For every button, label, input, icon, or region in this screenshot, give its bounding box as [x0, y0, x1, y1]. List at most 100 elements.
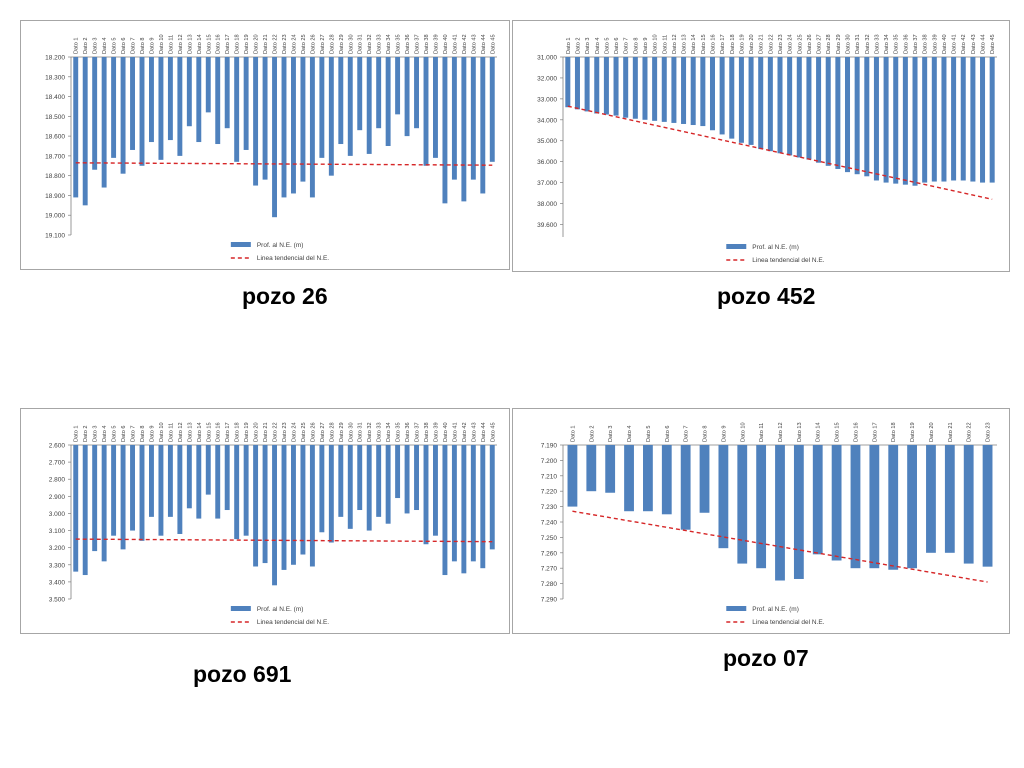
x-tick-label: Dato 30 [846, 34, 852, 54]
bar [980, 57, 986, 183]
bar [319, 57, 325, 158]
x-tick-label: Dato 24 [788, 34, 794, 54]
legend-label-series: Prof. al N.E. (m) [257, 242, 304, 249]
bar [624, 445, 634, 512]
x-tick-label: Dato 17 [872, 422, 878, 442]
bar [643, 445, 653, 512]
x-tick-label: Dato 26 [310, 422, 316, 442]
x-tick-label: Dato 24 [291, 34, 297, 54]
bar [366, 57, 372, 154]
x-tick-label: Dato 37 [913, 34, 919, 54]
bar [338, 57, 344, 145]
x-tick-label: Dato 4 [627, 426, 633, 442]
y-tick-label: 38.000 [537, 201, 557, 208]
bar [385, 445, 391, 524]
legend-swatch-bar [726, 244, 747, 249]
bar [652, 57, 658, 121]
y-tick-label: 7.270 [541, 566, 558, 573]
x-tick-label: Dato 15 [206, 34, 212, 54]
bar [951, 57, 957, 181]
x-tick-label: Dato 5 [112, 38, 118, 54]
x-tick-label: Dato 9 [149, 426, 155, 442]
chart-panel-pozo-07: 7.190 7.200 7.210 7.220 7.230 7.240 7.250 7.260… [512, 408, 1010, 634]
bar [73, 445, 79, 572]
bar [719, 57, 725, 135]
x-tick-label: Dato 17 [225, 422, 231, 442]
x-tick-label: Dato 29 [339, 422, 345, 442]
bar [309, 445, 315, 567]
bar [395, 57, 401, 115]
x-tick-label: Dato 13 [187, 422, 193, 442]
bar [480, 445, 486, 569]
bar [907, 445, 917, 569]
bar [120, 445, 126, 550]
bar [281, 445, 287, 570]
bar [737, 445, 748, 564]
bar [869, 445, 880, 569]
bar [873, 57, 879, 181]
bar [922, 57, 928, 183]
bar [718, 445, 729, 549]
x-tick-label: Dato 40 [443, 34, 449, 54]
bar [729, 57, 735, 139]
x-tick-label: Dato 33 [377, 34, 383, 54]
y-tick-label: 3.300 [49, 562, 66, 569]
bar [584, 57, 590, 112]
y-tick-label: 2.800 [49, 477, 66, 484]
y-tick-label: 34.000 [537, 117, 557, 124]
y-tick-label: 3.000 [49, 511, 66, 518]
bar [758, 57, 764, 150]
bar [139, 57, 145, 166]
bar [253, 57, 259, 186]
bar [272, 445, 277, 586]
y-tick-label: 36.000 [537, 159, 557, 166]
x-tick-label: Dato 7 [624, 38, 630, 54]
y-tick-label: 19.100 [45, 233, 65, 240]
x-tick-label: Dato 9 [721, 426, 727, 442]
bar [623, 57, 629, 118]
legend-label-trend: Linea tendencial del N.E. [752, 257, 824, 264]
bar [224, 445, 230, 511]
legend-label-trend: Linea tendencial del N.E. [257, 255, 329, 262]
x-tick-label: Dato 12 [778, 422, 784, 442]
bar [756, 445, 767, 569]
y-tick-label: 37.000 [537, 180, 557, 187]
x-tick-label: Dato 4 [102, 38, 108, 54]
y-tick-label: 3.200 [49, 545, 66, 552]
x-tick-label: Dato 1 [570, 426, 576, 442]
chart-caption-pozo-452: pozo 452 [717, 283, 816, 309]
bar [888, 445, 899, 570]
y-tick-label: 39.600 [537, 222, 557, 229]
bar [338, 445, 344, 517]
bar [661, 445, 672, 515]
x-tick-label: Dato 32 [367, 422, 373, 442]
x-tick-label: Dato 36 [405, 422, 411, 442]
x-tick-label: Dato 33 [377, 422, 383, 442]
x-tick-label: Dato 32 [367, 34, 373, 54]
x-tick-label: Dato 29 [836, 34, 842, 54]
x-tick-label: Dato 44 [981, 34, 987, 54]
bar [489, 57, 495, 162]
x-tick-label: Dato 27 [817, 34, 823, 54]
bar [642, 57, 648, 120]
x-tick-label: Dato 19 [244, 34, 250, 54]
bar [831, 445, 842, 561]
x-tick-label: Dato 20 [254, 422, 260, 442]
x-tick-label: Dato 21 [263, 34, 269, 54]
bar [680, 445, 691, 530]
bar [893, 57, 899, 184]
x-tick-label: Dato 16 [216, 422, 222, 442]
bar [111, 445, 117, 536]
x-tick-label: Dato 35 [396, 422, 402, 442]
bar [366, 445, 372, 531]
x-tick-label: Dato 36 [405, 34, 411, 54]
bar [291, 57, 296, 194]
bar [376, 445, 382, 517]
legend-swatch-bar [230, 242, 251, 247]
x-tick-label: Dato 8 [633, 38, 639, 54]
bar [661, 57, 667, 122]
y-tick-label: 18.300 [45, 74, 65, 81]
y-tick-label: 7.290 [541, 597, 558, 604]
x-tick-label: Dato 35 [894, 34, 900, 54]
y-tick-label: 2.600 [49, 443, 66, 450]
